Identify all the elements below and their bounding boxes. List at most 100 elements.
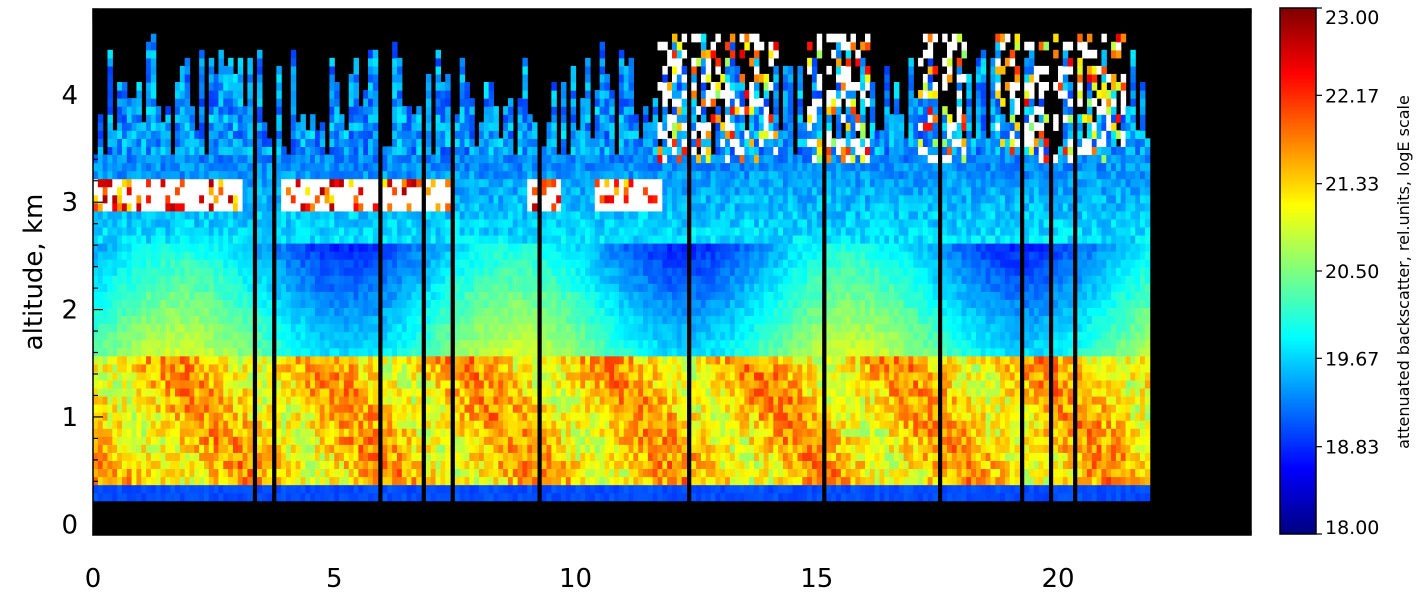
heatmap-cell — [97, 387, 104, 397]
heatmap-cell — [411, 259, 417, 268]
heatmap-cell — [184, 130, 191, 139]
heatmap-cell — [546, 468, 552, 478]
heatmap-cell — [425, 226, 432, 236]
heatmap-cell — [561, 460, 567, 470]
heatmap-cell — [339, 363, 345, 373]
heatmap-cell — [493, 347, 499, 357]
heatmap-cell — [228, 202, 234, 212]
heatmap-cell — [237, 267, 244, 276]
heatmap-cell — [324, 210, 331, 220]
heatmap-cell — [93, 291, 99, 300]
heatmap-cell — [565, 291, 572, 300]
heatmap-cell — [146, 307, 152, 317]
heatmap-cell — [565, 339, 572, 349]
heatmap-cell — [300, 259, 306, 268]
heatmap-cell — [368, 412, 374, 421]
heatmap-cell — [276, 154, 282, 164]
heatmap-cell — [112, 267, 118, 276]
heatmap-cell — [464, 420, 470, 429]
heatmap-cell — [561, 315, 567, 325]
heatmap-cell — [257, 291, 263, 300]
heatmap-cell — [189, 130, 195, 139]
heatmap-cell — [532, 387, 538, 397]
heatmap-cell — [121, 347, 128, 357]
heatmap-cell — [561, 170, 567, 180]
heatmap-cell — [213, 73, 220, 83]
heatmap-cell — [160, 412, 166, 421]
heatmap-cell — [479, 226, 485, 236]
heatmap-cell — [343, 331, 350, 341]
heatmap-cell — [493, 315, 499, 325]
heatmap-cell — [454, 146, 461, 156]
heatmap-cell — [223, 234, 229, 244]
heatmap-cell — [189, 186, 195, 196]
heatmap-cell — [512, 162, 519, 172]
heatmap-cell — [570, 130, 577, 139]
heatmap-cell — [165, 114, 171, 123]
heatmap-cell — [97, 371, 104, 381]
heatmap-cell — [218, 315, 224, 325]
heatmap-cell — [445, 210, 451, 220]
heatmap-cell — [387, 476, 393, 486]
heatmap-cell — [126, 347, 133, 357]
heatmap-cell — [314, 154, 321, 164]
heatmap-cell — [551, 251, 557, 260]
heatmap-cell — [242, 186, 248, 196]
heatmap-cell — [469, 186, 475, 196]
heatmap-cell — [107, 57, 113, 67]
heatmap-cell — [348, 339, 355, 349]
heatmap-cell — [165, 251, 171, 260]
heatmap-cell — [223, 323, 229, 333]
heatmap-cell — [334, 420, 340, 429]
heatmap-cell — [483, 138, 490, 147]
heatmap-cell — [112, 476, 118, 486]
heatmap-cell — [416, 114, 422, 123]
heatmap-cell — [218, 460, 224, 470]
heatmap-cell — [585, 492, 591, 502]
heatmap-cell — [266, 355, 273, 365]
heatmap-cell — [541, 275, 548, 284]
heatmap-cell — [319, 170, 326, 180]
heatmap-cell — [594, 114, 601, 123]
heatmap-cell — [213, 106, 220, 115]
heatmap-cell — [401, 194, 408, 204]
heatmap-cell — [228, 122, 234, 131]
heatmap-cell — [445, 82, 451, 91]
heatmap-cell — [339, 331, 345, 341]
heatmap-cell — [150, 307, 157, 317]
heatmap-cell — [218, 299, 224, 309]
heatmap-cell — [136, 114, 142, 123]
heatmap-cell — [474, 178, 480, 188]
heatmap-cell — [527, 339, 533, 349]
heatmap-cell — [498, 420, 504, 429]
heatmap-cell — [261, 162, 268, 172]
heatmap-cell — [498, 404, 504, 413]
heatmap-cell — [556, 243, 562, 252]
heatmap-cell — [430, 243, 437, 252]
heatmap-cell — [300, 251, 306, 260]
heatmap-cell — [401, 404, 408, 413]
heatmap-cell — [517, 484, 524, 494]
heatmap-cell — [401, 154, 408, 164]
heatmap-cell — [541, 460, 548, 470]
heatmap-cell — [150, 243, 157, 252]
heatmap-cell — [242, 291, 248, 300]
heatmap-cell — [247, 90, 253, 99]
heatmap-cell — [232, 492, 239, 502]
heatmap-cell — [411, 468, 417, 478]
heatmap-cell — [343, 283, 350, 292]
heatmap-cell — [459, 57, 466, 67]
heatmap-cell — [541, 154, 548, 164]
heatmap-cell — [165, 267, 171, 276]
heatmap-cell — [334, 395, 340, 405]
heatmap-cell — [208, 436, 215, 445]
heatmap-cell — [464, 259, 470, 268]
heatmap-cell — [479, 379, 485, 389]
heatmap-cell — [203, 323, 210, 333]
heatmap-cell — [170, 468, 176, 478]
heatmap-cell — [247, 307, 253, 317]
heatmap-cell — [392, 476, 398, 486]
heatmap-cell — [599, 194, 606, 204]
heatmap-cell — [565, 492, 572, 502]
heatmap-cell — [281, 202, 287, 212]
